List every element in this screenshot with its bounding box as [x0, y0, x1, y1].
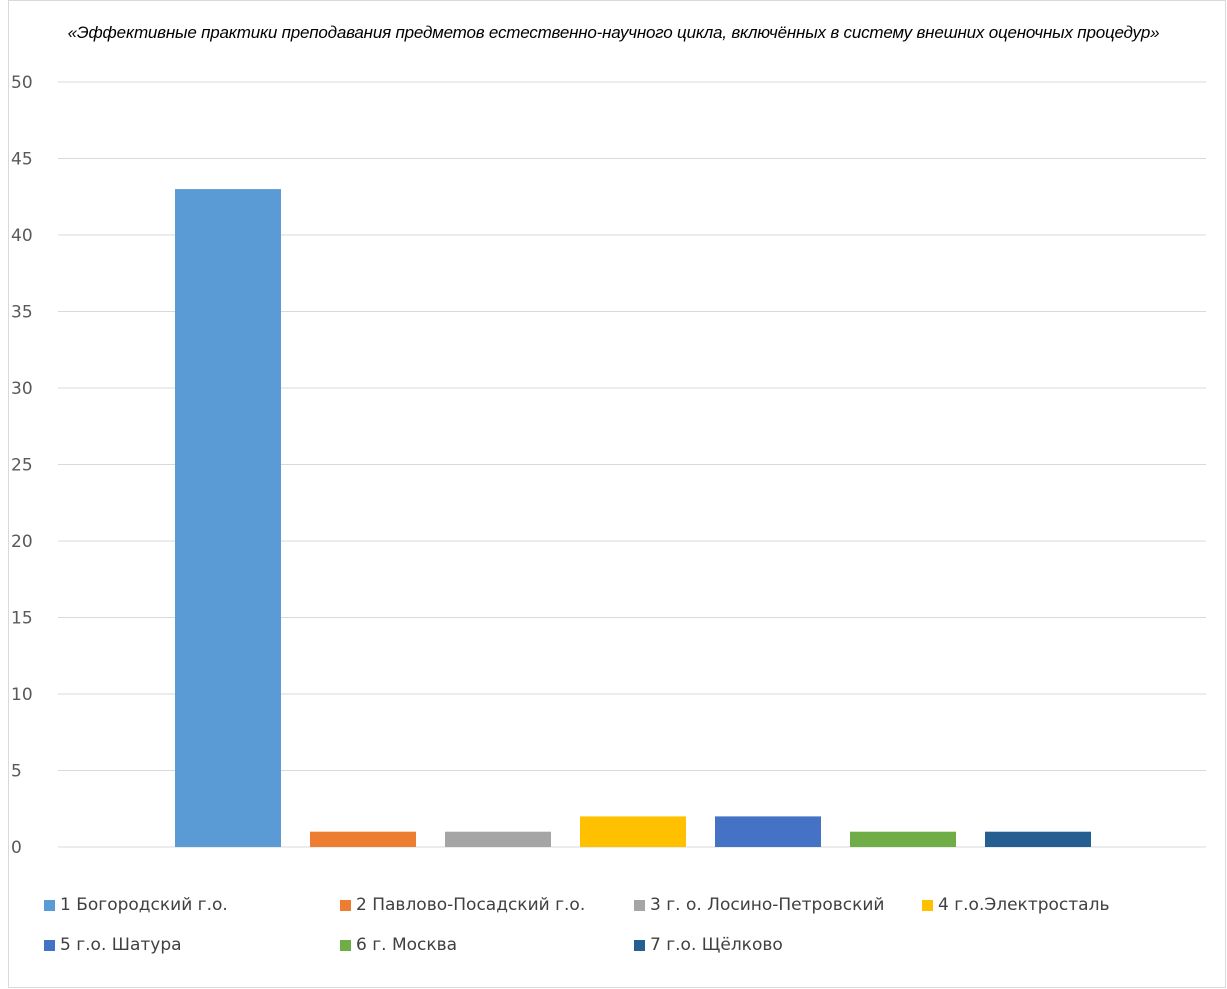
legend-item-7: 7 г.о. Щёлково [634, 935, 783, 955]
legend-item-6: 6 г. Москва [340, 935, 457, 955]
y-tick-label: 10 [11, 685, 33, 705]
legend-swatch-2 [340, 899, 351, 911]
bar-1 [175, 189, 281, 848]
legend-row-2: 5 г.о. Шатура 6 г. Москва 7 г.о. Щёлково [44, 935, 1194, 975]
y-tick-label: 15 [11, 609, 33, 629]
bars [175, 189, 1091, 848]
legend-row-1: 1 Богородский г.о. 2 Павлово-Посадский г… [44, 895, 1194, 935]
bar-7 [985, 831, 1091, 847]
y-axis-tick-labels: 0 5 10 15 20 25 30 35 40 45 50 [11, 73, 33, 858]
legend-swatch-1 [44, 899, 55, 911]
legend-label-2: 2 Павлово-Посадский г.о. [356, 895, 586, 915]
legend-item-4: 4 г.о.Электросталь [922, 895, 1109, 915]
y-tick-label: 25 [11, 456, 33, 476]
bar-3 [445, 831, 551, 847]
legend-label-6: 6 г. Москва [356, 935, 458, 955]
y-tick-label: 40 [11, 226, 33, 246]
legend-label-5: 5 г.о. Шатура [60, 935, 182, 955]
legend-label-3: 3 г. о. Лосино-Петровский [650, 895, 885, 915]
legend-swatch-3 [634, 899, 645, 911]
legend-item-3: 3 г. о. Лосино-Петровский [634, 895, 884, 915]
legend-swatch-5 [44, 939, 55, 951]
bar-4 [580, 816, 686, 847]
y-tick-label: 5 [11, 762, 22, 782]
y-tick-label: 20 [11, 532, 33, 552]
legend: 1 Богородский г.о. 2 Павлово-Посадский г… [44, 895, 1194, 975]
legend-swatch-7 [634, 939, 645, 951]
y-tick-label: 0 [11, 838, 22, 858]
legend-item-2: 2 Павлово-Посадский г.о. [340, 895, 585, 915]
y-tick-label: 35 [11, 303, 33, 323]
legend-label-4: 4 г.о.Электросталь [938, 895, 1110, 915]
legend-item-1: 1 Богородский г.о. [44, 895, 228, 915]
y-tick-label: 45 [11, 150, 33, 170]
bar-2 [310, 831, 416, 847]
legend-item-5: 5 г.о. Шатура [44, 935, 182, 955]
bar-5 [715, 816, 821, 847]
y-tick-label: 30 [11, 379, 33, 399]
y-tick-label: 50 [11, 73, 33, 93]
chart-title: «Эффективные практики преподавания предм… [67, 23, 1160, 42]
legend-swatch-6 [340, 939, 351, 951]
legend-swatch-4 [922, 899, 933, 911]
legend-label-7: 7 г.о. Щёлково [650, 935, 783, 955]
bar-6 [850, 831, 956, 847]
legend-label-1: 1 Богородский г.о. [60, 895, 228, 915]
